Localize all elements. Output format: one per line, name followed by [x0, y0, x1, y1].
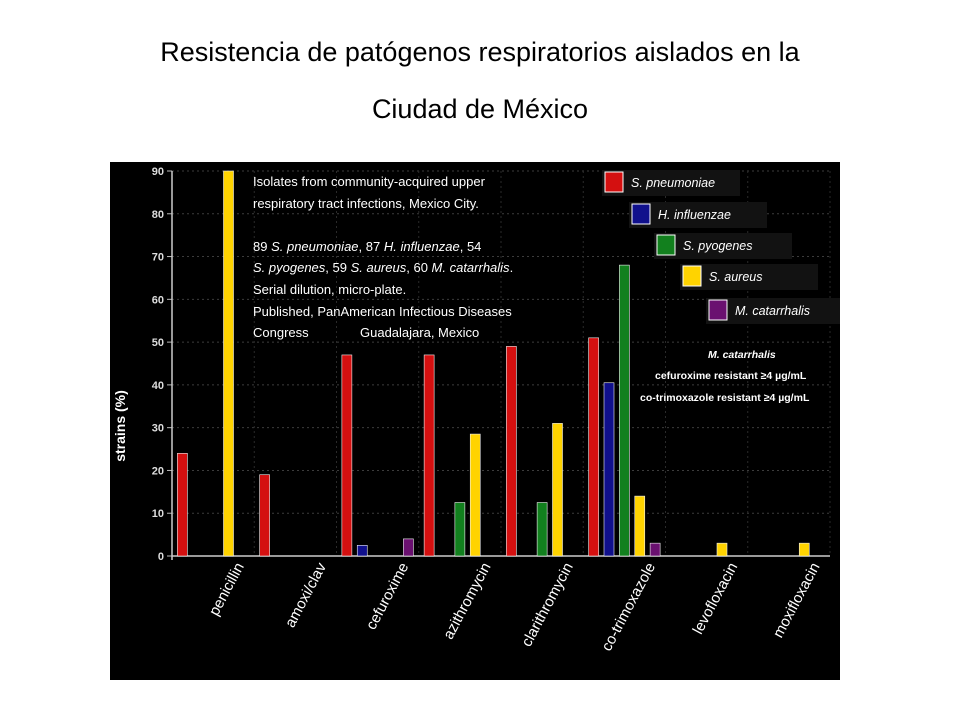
- x-tick-label: clarithromycin: [518, 560, 576, 650]
- bar-s--pneumoniae-cefuroxime: [341, 354, 353, 557]
- annotation-run: , 60: [406, 260, 431, 275]
- bar-m--catarrhalis-cefuroxime: [403, 538, 414, 557]
- legend-label: S. pneumoniae: [631, 176, 715, 190]
- annotation-run: M. catarrhalis: [432, 260, 511, 275]
- page-title-line2: Ciudad de México: [371, 94, 589, 124]
- legend-entry-bg: [680, 264, 818, 290]
- bar-s--aureus-moxifloxacin: [798, 542, 810, 557]
- bar-s--pneumoniae-clarithromycin: [506, 346, 517, 557]
- x-tick-label: penicillin: [206, 560, 248, 619]
- legend-entry-bg: [706, 298, 840, 324]
- annotation-run: , 59: [325, 260, 350, 275]
- annotation-run: S. pyogenes: [253, 260, 326, 275]
- annotation-run: , 54: [460, 239, 482, 254]
- bar-s--pneumoniae-azithromycin: [423, 354, 435, 557]
- y-axis-label: strains (%): [112, 390, 128, 462]
- bar-s--aureus-levofloxacin: [716, 542, 728, 557]
- bar-s--pyogenes-azithromycin: [454, 502, 466, 557]
- bar-chart: 0 10 20 30 40 50 60 70 80 90 penicillin amoxi/clav c…: [112, 166, 840, 654]
- bar-s--pneumoniae-penicillin: [177, 453, 188, 557]
- annotation-line-7b: Guadalajara, Mexico: [360, 325, 479, 340]
- legend-label: S. aureus: [709, 270, 763, 284]
- chart-panel: 0 10 20 30 40 50 60 70 80 90 penicillin amoxi/clav c…: [110, 162, 840, 680]
- x-tick-label: co-trimoxazole: [598, 560, 659, 654]
- annotation-run: , 87: [359, 239, 384, 254]
- annotation-line-2: respiratory tract infections, Mexico Cit…: [253, 196, 479, 211]
- legend-swatch: [631, 203, 651, 225]
- y-tick-label: 20: [152, 465, 164, 477]
- annotation-line-1: Isolates from community-acquired upper: [253, 174, 486, 189]
- catarrhalis-note: M. catarrhalis cefuroxime resistant ≥4 µ…: [640, 349, 810, 404]
- legend-swatch: [604, 171, 624, 193]
- bar-s--pyogenes-clarithromycin: [536, 502, 548, 557]
- bar-s--aureus-co-trimoxazole: [634, 495, 646, 557]
- x-tick-label: azithromycin: [440, 560, 495, 642]
- legend-label: H. influenzae: [658, 208, 731, 222]
- annotation-line-5: Serial dilution, micro-plate.: [253, 282, 406, 297]
- bar-h--influenzae-cefuroxime: [356, 545, 368, 557]
- y-tick-label: 40: [152, 380, 164, 392]
- annotation-line-4: S. pyogenes, 59 S. aureus, 60 M. catarrh…: [253, 260, 513, 275]
- x-tick-label: moxifloxacin: [770, 560, 824, 641]
- annotation-run: 89: [253, 239, 271, 254]
- x-tick-label: cefuroxime: [363, 560, 412, 633]
- legend-entry-bg: [602, 170, 740, 196]
- y-tick-label: 90: [152, 166, 164, 178]
- x-tick-label: amoxi/clav: [282, 559, 331, 630]
- annotation-line-3: 89 S. pneumoniae, 87 H. influenzae, 54: [253, 239, 481, 254]
- bar-s--pyogenes-co-trimoxazole: [619, 264, 630, 557]
- note-line-2: co-trimoxazole resistant ≥4 µg/mL: [640, 392, 810, 404]
- y-tick-label: 0: [158, 551, 164, 563]
- page-title-line1: Resistencia de patógenos respiratorios a…: [160, 37, 800, 67]
- annotation-run: .: [510, 260, 514, 275]
- legend-label: M. catarrhalis: [735, 304, 810, 318]
- note-line-1: cefuroxime resistant ≥4 µg/mL: [655, 370, 807, 382]
- annotation-box: Isolates from community-acquired upper r…: [253, 174, 513, 340]
- legend-swatch: [656, 234, 676, 256]
- bar-s--pneumoniae-amoxi-clav: [259, 474, 270, 557]
- legend: S. pneumoniae H. influenzae S. pyogenes S. …: [602, 170, 840, 324]
- bars: [177, 170, 810, 557]
- legend-swatch: [708, 299, 728, 321]
- bar-h--influenzae-co-trimoxazole: [603, 382, 615, 557]
- annotation-line-6: Published, PanAmerican Infectious Diseas…: [253, 304, 512, 319]
- bar-s--aureus-penicillin: [223, 170, 234, 557]
- y-tick-label: 70: [152, 252, 164, 264]
- y-tick-label: 50: [152, 337, 164, 349]
- legend-swatch: [682, 265, 702, 287]
- annotation-run: S. pneumoniae: [271, 239, 358, 254]
- legend-entry-bg: [629, 202, 767, 228]
- y-tick-label: 60: [152, 294, 164, 306]
- bar-s--pneumoniae-co-trimoxazole: [588, 337, 599, 557]
- bar-s--aureus-clarithromycin: [552, 423, 563, 557]
- annotation-line-7a: Congress: [253, 325, 309, 340]
- y-tick-label: 10: [152, 508, 164, 520]
- legend-label: S. pyogenes: [683, 239, 753, 253]
- y-tick-label: 80: [152, 209, 164, 221]
- annotation-run: H. influenzae: [384, 239, 460, 254]
- annotation-run: S. aureus: [351, 260, 407, 275]
- legend-entry-bg: [654, 233, 792, 259]
- page-title: Resistencia de patógenos respiratorios a…: [0, 24, 960, 138]
- bar-m--catarrhalis-co-trimoxazole: [649, 542, 661, 557]
- bar-s--aureus-azithromycin: [469, 433, 481, 557]
- gridlines: [171, 170, 831, 556]
- y-tick-label: 30: [152, 423, 164, 435]
- note-title: M. catarrhalis: [708, 349, 776, 361]
- x-tick-label: levofloxacin: [689, 560, 741, 637]
